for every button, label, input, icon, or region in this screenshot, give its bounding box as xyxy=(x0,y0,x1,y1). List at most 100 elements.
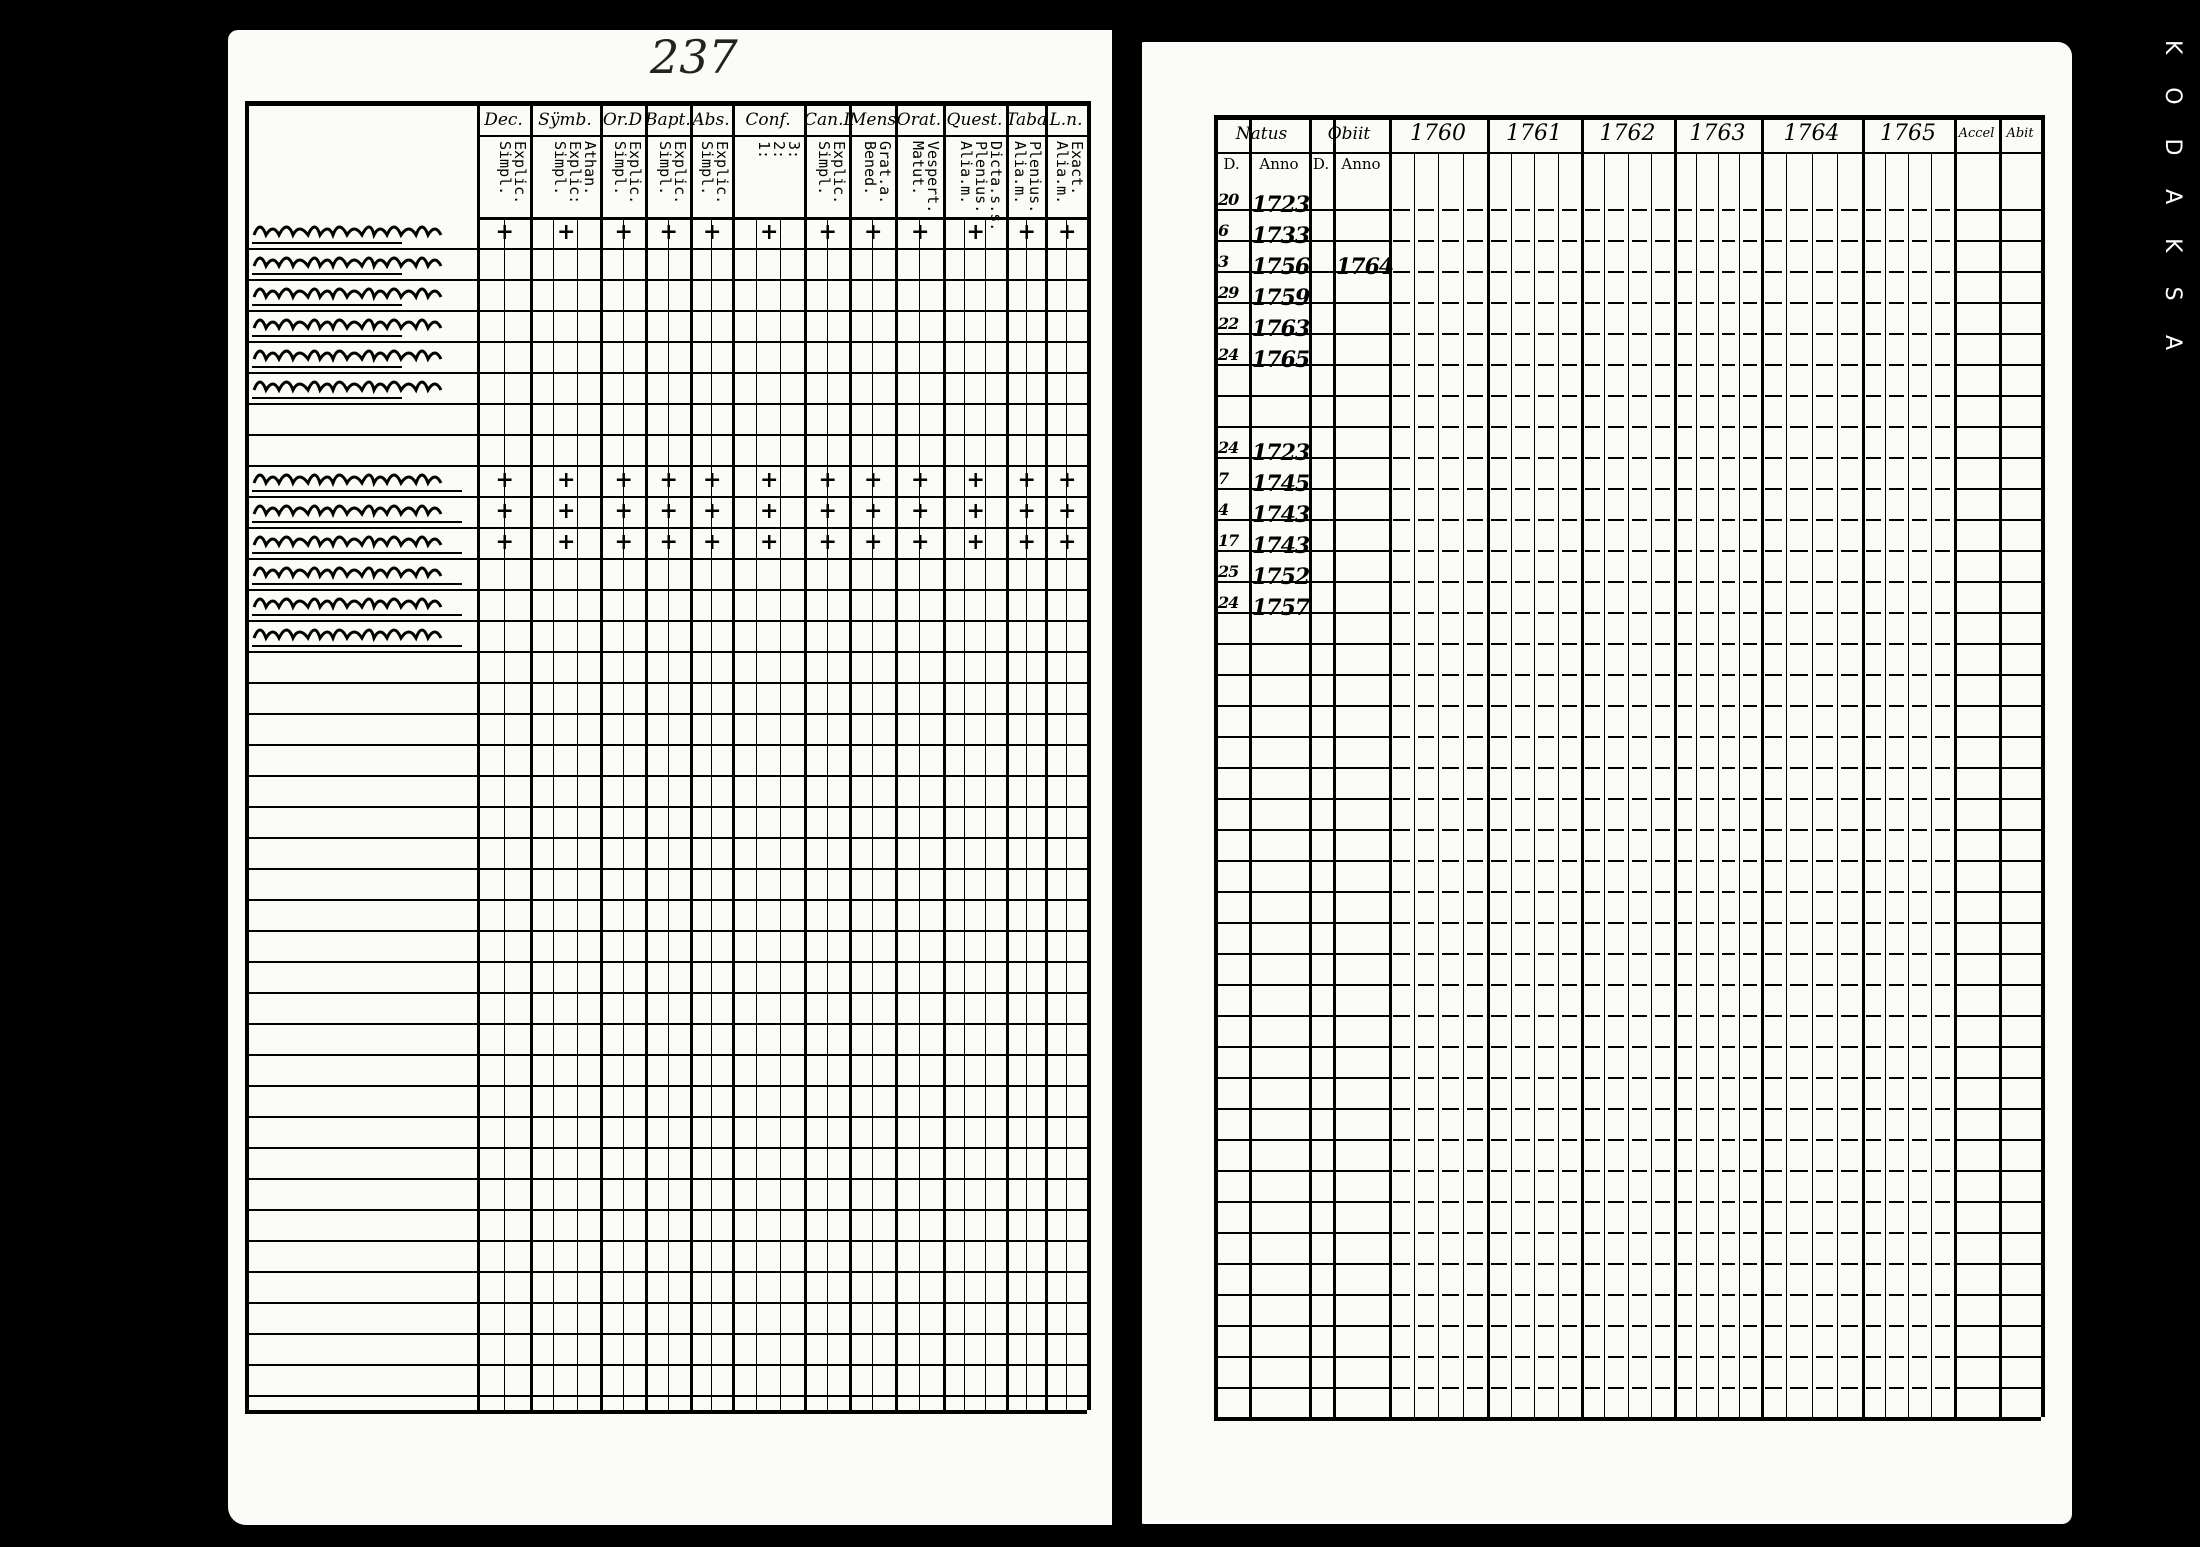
cell-dash xyxy=(1699,457,1714,459)
cell-dash xyxy=(1561,1046,1577,1048)
cell-dash xyxy=(1538,922,1554,924)
column-subheader: Athan. Explic: Simpl. xyxy=(551,141,599,205)
cell-dash xyxy=(1442,1294,1459,1296)
birth-year: 1765 xyxy=(1252,347,1310,373)
cell-dash xyxy=(1466,240,1483,242)
cell-dash xyxy=(1585,922,1601,924)
cell-dash xyxy=(1889,1201,1904,1203)
cell-dash xyxy=(1721,1325,1736,1327)
column-line xyxy=(1761,115,1764,1417)
cell-dash xyxy=(1866,519,1881,521)
cell-dash xyxy=(1790,643,1808,645)
cell-dash xyxy=(1466,1201,1483,1203)
row-line xyxy=(245,1395,1087,1397)
cell-dash xyxy=(1743,1325,1757,1327)
cell-dash xyxy=(1538,705,1554,707)
cell-dash xyxy=(1815,860,1833,862)
cell-dash xyxy=(1417,395,1434,397)
cell-dash xyxy=(1417,1387,1434,1389)
cell-dash xyxy=(1585,860,1601,862)
cell-dash xyxy=(1608,426,1624,428)
cell-dash xyxy=(1743,209,1757,211)
row-line xyxy=(1954,705,2041,707)
cell-dash xyxy=(1585,333,1601,335)
cell-dash xyxy=(1912,581,1927,583)
row-line xyxy=(1214,1108,1389,1110)
cell-dash xyxy=(1538,209,1554,211)
cell-dash xyxy=(1561,829,1577,831)
cell-dash xyxy=(1631,1263,1647,1265)
cell-dash xyxy=(1466,457,1483,459)
check-mark: + xyxy=(911,529,930,555)
cell-dash xyxy=(1631,798,1647,800)
cell-dash xyxy=(1608,364,1624,366)
cell-dash xyxy=(1561,395,1577,397)
cell-dash xyxy=(1678,1077,1692,1079)
cell-dash xyxy=(1912,767,1927,769)
row-line xyxy=(1954,395,2041,397)
cell-dash xyxy=(1935,426,1950,428)
cell-dash xyxy=(1935,488,1950,490)
cell-dash xyxy=(1442,674,1459,676)
cell-dash xyxy=(1815,829,1833,831)
check-mark: + xyxy=(495,498,514,524)
check-mark: + xyxy=(911,467,930,493)
cell-dash xyxy=(1538,953,1554,955)
cell-dash xyxy=(1608,581,1624,583)
cell-dash xyxy=(1840,798,1858,800)
cell-dash xyxy=(1538,364,1554,366)
row-line xyxy=(1954,1232,2041,1234)
check-mark: + xyxy=(864,467,883,493)
cell-dash xyxy=(1866,1170,1881,1172)
cell-dash xyxy=(1654,426,1670,428)
cell-dash xyxy=(1631,829,1647,831)
cell-dash xyxy=(1393,1387,1410,1389)
birth-day: 7 xyxy=(1218,469,1229,488)
cell-dash xyxy=(1417,271,1434,273)
cell-dash xyxy=(1699,302,1714,304)
cell-dash xyxy=(1790,1232,1808,1234)
cell-dash xyxy=(1393,1015,1410,1017)
table-bottom-border xyxy=(245,1410,1087,1414)
cell-dash xyxy=(1466,891,1483,893)
cell-dash xyxy=(1790,891,1808,893)
cell-dash xyxy=(1765,581,1783,583)
cell-dash xyxy=(1699,767,1714,769)
check-mark: + xyxy=(966,467,985,493)
cell-dash xyxy=(1561,953,1577,955)
cell-dash xyxy=(1585,271,1601,273)
cell-dash xyxy=(1491,426,1507,428)
cell-dash xyxy=(1442,798,1459,800)
cell-dash xyxy=(1743,581,1757,583)
cell-dash xyxy=(1631,364,1647,366)
cell-dash xyxy=(1417,457,1434,459)
check-mark: + xyxy=(1017,467,1036,493)
cell-dash xyxy=(1790,1294,1808,1296)
cell-dash xyxy=(1699,1139,1714,1141)
cell-dash xyxy=(1889,798,1904,800)
row-line xyxy=(245,434,1087,436)
cell-dash xyxy=(1912,1232,1927,1234)
cell-dash xyxy=(1585,1201,1601,1203)
cell-dash xyxy=(1743,736,1757,738)
cell-dash xyxy=(1912,612,1927,614)
cell-dash xyxy=(1935,1170,1950,1172)
cell-dash xyxy=(1840,953,1858,955)
cell-dash xyxy=(1678,798,1692,800)
cell-dash xyxy=(1765,550,1783,552)
cell-dash xyxy=(1840,829,1858,831)
cell-dash xyxy=(1631,1201,1647,1203)
cell-dash xyxy=(1935,302,1950,304)
cell-dash xyxy=(1631,1015,1647,1017)
cell-dash xyxy=(1889,953,1904,955)
cell-dash xyxy=(1790,612,1808,614)
check-mark: + xyxy=(557,529,576,555)
row-line xyxy=(245,806,1087,808)
cell-dash xyxy=(1538,240,1554,242)
cell-dash xyxy=(1585,767,1601,769)
cell-dash xyxy=(1765,1170,1783,1172)
cell-dash xyxy=(1866,643,1881,645)
cell-dash xyxy=(1538,1294,1554,1296)
cell-dash xyxy=(1514,1046,1530,1048)
cell-dash xyxy=(1678,240,1692,242)
